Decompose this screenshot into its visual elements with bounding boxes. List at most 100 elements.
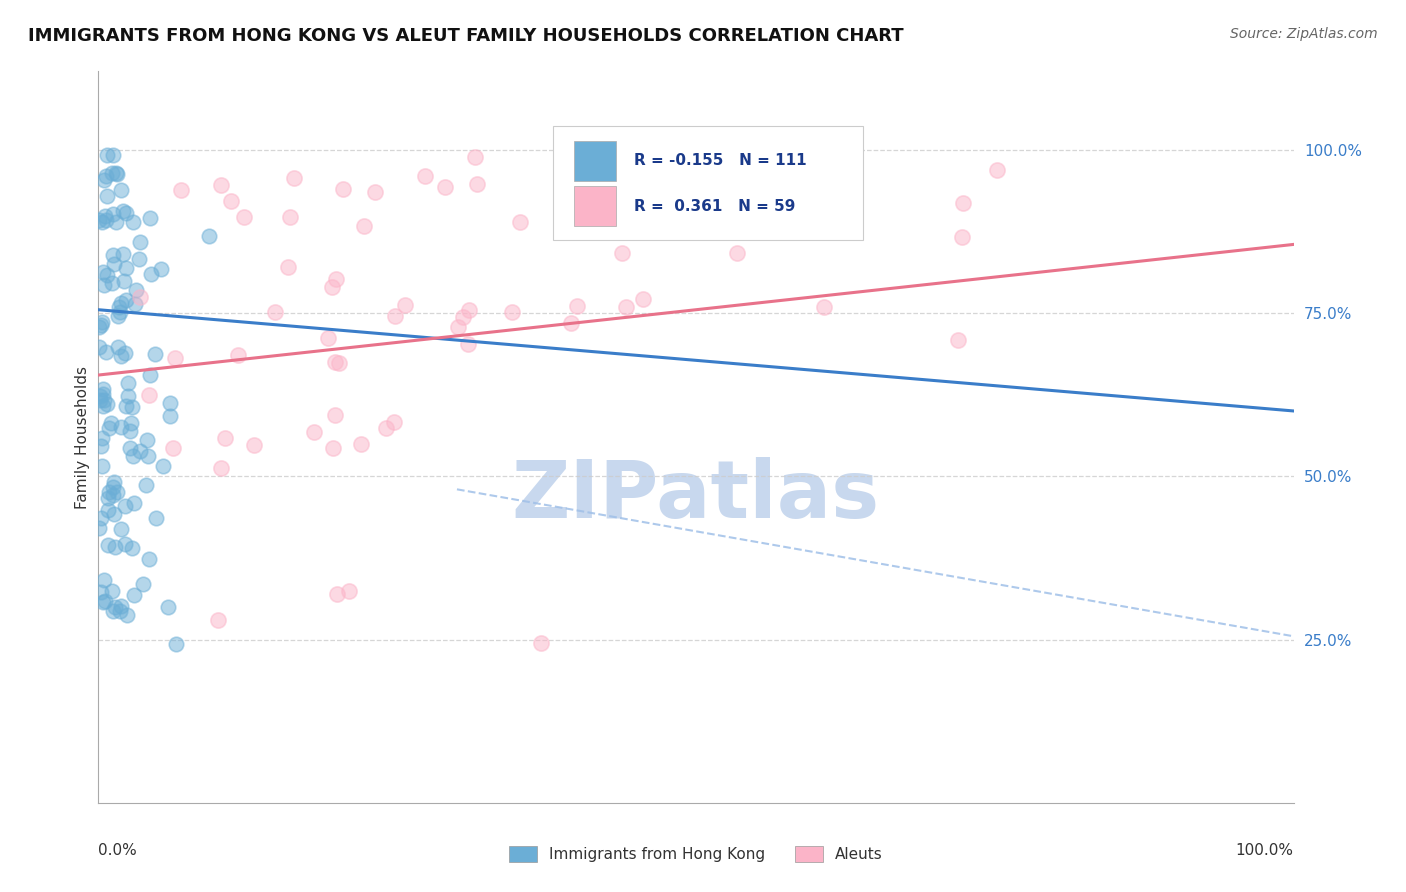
Point — [451, 310, 474, 324]
Point — [97, 491, 120, 505]
Point — [815, 178, 838, 193]
Point — [214, 431, 236, 445]
Point — [457, 303, 479, 318]
Point — [114, 537, 136, 551]
Point — [159, 409, 181, 423]
Point — [326, 587, 349, 601]
Point — [145, 510, 167, 524]
Point — [112, 274, 135, 288]
Point — [91, 431, 114, 445]
Point — [122, 449, 145, 463]
Point — [332, 182, 354, 196]
Point — [90, 215, 112, 229]
Point — [115, 261, 138, 276]
Point — [90, 511, 112, 525]
Point — [115, 205, 138, 219]
Point — [157, 599, 180, 614]
Point — [118, 425, 141, 439]
Point — [325, 272, 347, 286]
Point — [90, 439, 112, 453]
Text: R = -0.155   N = 111: R = -0.155 N = 111 — [634, 153, 807, 169]
Point — [152, 458, 174, 473]
Point — [120, 417, 142, 431]
Point — [107, 340, 129, 354]
Point — [139, 368, 162, 383]
FancyBboxPatch shape — [553, 126, 863, 240]
Point — [242, 438, 264, 452]
Text: R =  0.361   N = 59: R = 0.361 N = 59 — [634, 199, 796, 214]
Point — [384, 309, 406, 323]
Point — [89, 389, 111, 403]
Point — [139, 211, 162, 226]
Point — [530, 636, 553, 650]
Point — [124, 297, 146, 311]
Point — [278, 210, 301, 224]
Point — [105, 168, 128, 182]
Point — [110, 296, 132, 310]
Point — [122, 495, 145, 509]
Point — [108, 305, 131, 319]
Point — [986, 163, 1008, 178]
Point — [128, 252, 150, 266]
Point — [91, 459, 114, 474]
Point — [101, 247, 124, 261]
Point — [302, 425, 325, 440]
Point — [121, 541, 143, 555]
Point — [159, 396, 181, 410]
Point — [129, 444, 152, 458]
Point — [952, 195, 974, 210]
Point — [108, 604, 131, 618]
Point — [101, 166, 124, 180]
Point — [111, 247, 134, 261]
Point — [94, 169, 117, 184]
Point — [277, 260, 299, 274]
Point — [93, 573, 115, 587]
Y-axis label: Family Households: Family Households — [75, 366, 90, 508]
Point — [509, 215, 531, 229]
Point — [364, 186, 387, 200]
Point — [797, 129, 820, 144]
Point — [114, 293, 136, 307]
Point — [93, 595, 115, 609]
Point — [614, 300, 637, 314]
Point — [110, 183, 132, 197]
Point — [89, 392, 111, 407]
Point — [322, 441, 344, 455]
Point — [804, 137, 827, 152]
Point — [612, 246, 634, 260]
Point — [162, 441, 184, 455]
Point — [87, 521, 110, 535]
Point — [90, 315, 112, 329]
Point — [94, 345, 117, 359]
Point — [97, 421, 120, 435]
Point — [131, 576, 153, 591]
Point — [323, 354, 346, 368]
Point — [112, 204, 135, 219]
Point — [464, 150, 486, 164]
Point — [118, 441, 141, 455]
Point — [107, 300, 129, 314]
Legend: Immigrants from Hong Kong, Aleuts: Immigrants from Hong Kong, Aleuts — [503, 840, 889, 868]
Point — [170, 183, 193, 197]
Point — [350, 437, 373, 451]
Point — [110, 349, 132, 363]
Point — [97, 485, 120, 500]
Point — [339, 583, 361, 598]
Point — [138, 552, 160, 566]
Point — [434, 179, 457, 194]
Point — [96, 397, 118, 411]
Point — [105, 165, 128, 179]
Point — [96, 189, 118, 203]
Point — [209, 461, 232, 475]
Point — [114, 345, 136, 359]
Point — [104, 541, 127, 555]
Point — [394, 298, 416, 312]
Point — [87, 319, 110, 334]
Point — [87, 340, 110, 354]
Point — [163, 351, 186, 365]
Point — [110, 599, 132, 613]
Point — [91, 382, 114, 396]
FancyBboxPatch shape — [574, 141, 616, 181]
Point — [382, 415, 405, 429]
Point — [114, 499, 136, 513]
